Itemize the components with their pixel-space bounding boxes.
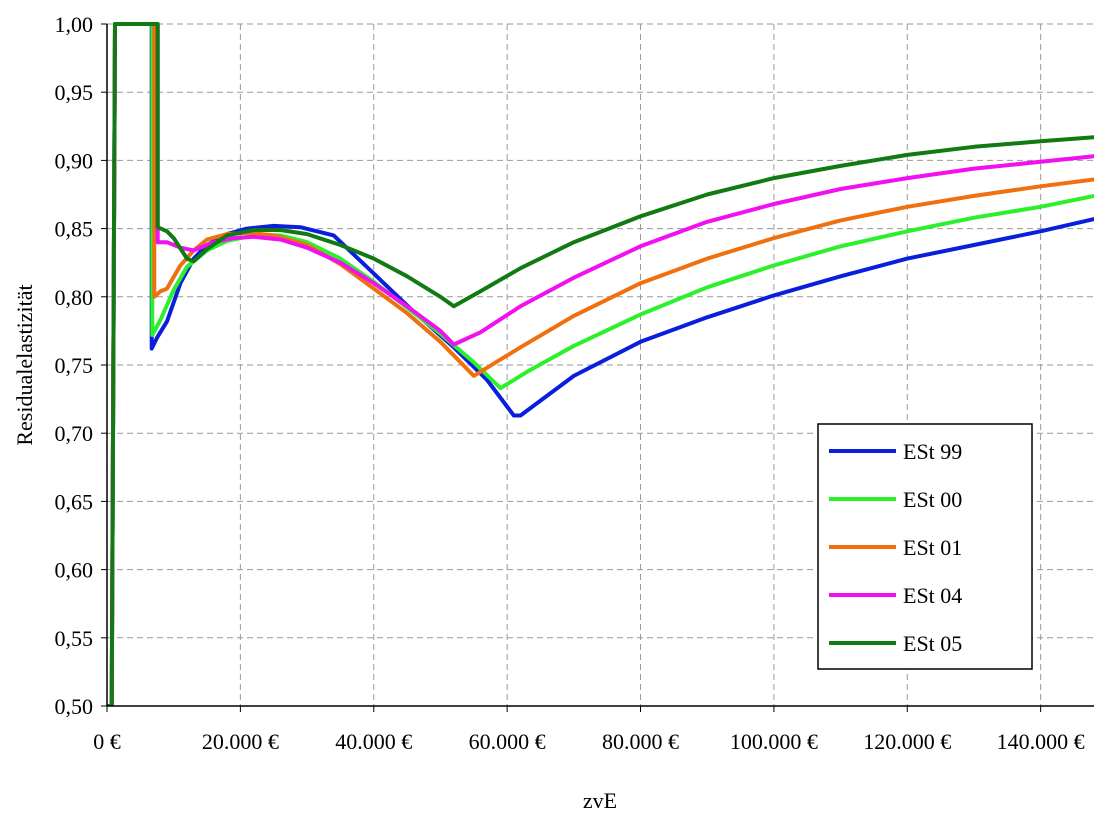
y-axis-title: Residualelastizität [12,284,37,445]
y-tick-label: 0,50 [55,694,94,719]
y-tick-label: 0,65 [55,489,94,514]
x-tick-label: 100.000 € [730,729,818,754]
legend-label: ESt 00 [903,487,962,512]
legend-label: ESt 05 [903,631,962,656]
x-tick-label: 80.000 € [602,729,679,754]
series-line-est-01 [107,22,1094,706]
legend: ESt 99 ESt 00 ESt 01 ESt 04 ESt 05 [817,423,1033,670]
y-tick-label: 0,70 [55,421,94,446]
legend-label: ESt 99 [903,439,962,464]
x-tick-label: 20.000 € [202,729,279,754]
y-tick-label: 0,75 [55,353,94,378]
x-tick-label: 40.000 € [335,729,412,754]
y-tick-label: 0,90 [55,148,94,173]
legend-label: ESt 04 [903,583,962,608]
x-tick-label: 120.000 € [863,729,951,754]
x-axis-title: zvE [583,788,617,813]
series-line-est-05 [107,22,1094,706]
series-lines [107,22,1094,706]
tick-labels: 0,50 0,55 0,60 0,65 0,70 0,75 0,80 0,85 0,90 0,95… [55,12,1085,754]
y-tick-label: 1,00 [55,12,94,37]
y-tick-label: 0,60 [55,558,94,583]
y-tick-label: 0,85 [55,217,94,242]
y-tick-label: 0,95 [55,80,94,105]
x-tick-label: 0 € [93,729,121,754]
y-tick-label: 0,55 [55,626,94,651]
grid [107,23,1094,706]
legend-label: ESt 01 [903,535,962,560]
x-tick-label: 60.000 € [469,729,546,754]
series-line-est-04 [107,22,1094,706]
series-line-est-99 [107,22,1094,706]
y-tick-label: 0,80 [55,285,94,310]
x-tick-label: 140.000 € [997,729,1085,754]
